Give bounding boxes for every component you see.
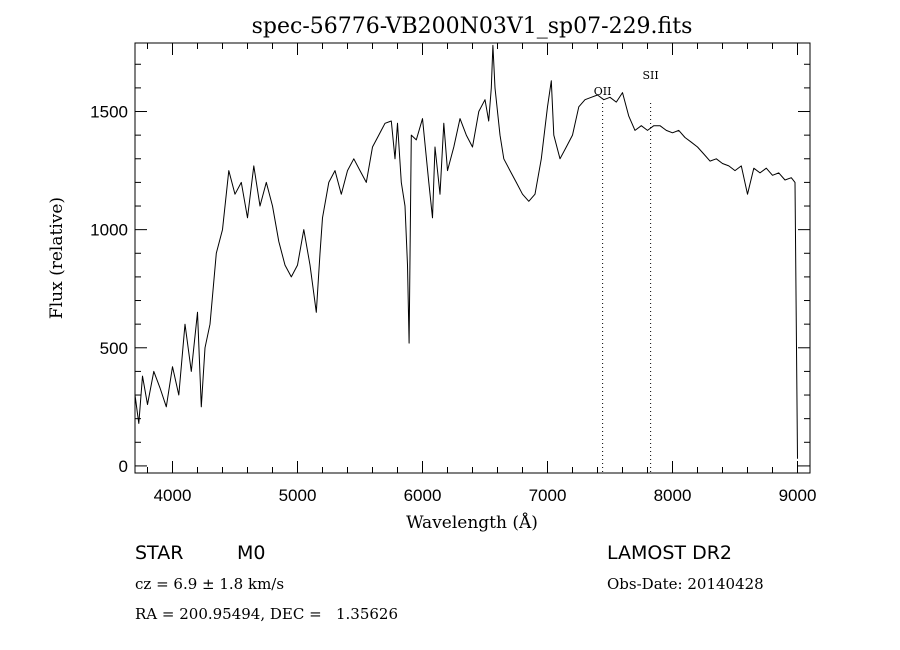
emission-line-label: OII: [594, 85, 612, 98]
axis-ticks: [135, 43, 810, 473]
emission-line-markers: OII SII: [594, 69, 659, 473]
y-axis-label: Flux (relative): [47, 197, 67, 319]
x-tick-label: 8000: [654, 486, 692, 505]
object-type: STAR: [135, 542, 183, 564]
redshift-velocity: cz = 6.9 ± 1.8 km/s: [135, 575, 284, 593]
x-axis-label: Wavelength (Å): [406, 512, 538, 533]
spectrum-line: [134, 44, 798, 459]
survey-name: LAMOST DR2: [607, 542, 732, 564]
x-tick-label: 7000: [529, 486, 567, 505]
plot-frame: [134, 42, 811, 474]
x-tick-label: 9000: [779, 486, 817, 505]
chart-title: spec-56776-VB200N03V1_sp07-229.fits: [252, 14, 693, 39]
spectrum-series: [134, 44, 798, 459]
tick-labels: 4000 5000 6000 7000 8000 9000 0 500 1000 1500: [90, 103, 816, 505]
y-tick-label: 1500: [90, 103, 128, 122]
observation-date: Obs-Date: 20140428: [607, 575, 764, 593]
x-tick-label: 6000: [404, 486, 442, 505]
sky-coordinates: RA = 200.95494, DEC = 1.35626: [135, 605, 398, 623]
y-tick-label: 1000: [90, 221, 128, 240]
y-tick-label: 0: [119, 457, 128, 476]
x-tick-label: 5000: [279, 486, 317, 505]
x-tick-label: 4000: [154, 486, 192, 505]
spectral-subclass: M0: [237, 542, 265, 564]
emission-line-label: SII: [643, 69, 659, 82]
y-tick-label: 500: [100, 339, 128, 358]
